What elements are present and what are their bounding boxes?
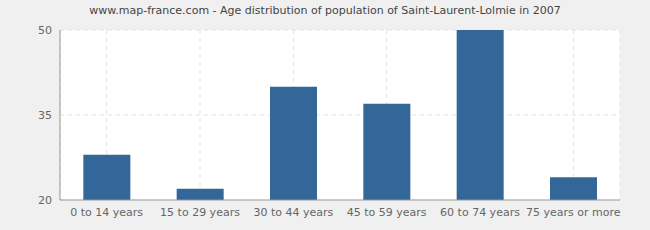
svg-text:45 to 59 years: 45 to 59 years (347, 206, 427, 219)
svg-text:30 to 44 years: 30 to 44 years (253, 206, 333, 219)
html-text:www.map-france.com - Age distr: www.map-france.com - Age distribution of… (89, 4, 561, 17)
svg-text:35: 35 (38, 109, 52, 122)
svg-text:50: 50 (38, 24, 52, 37)
svg-text:0 to 14 years: 0 to 14 years (70, 206, 143, 219)
svg-text:20: 20 (38, 194, 52, 207)
svg-text:15 to 29 years: 15 to 29 years (160, 206, 240, 219)
svg-text:75 years or more: 75 years or more (526, 206, 621, 219)
svg-text:60 to 74 years: 60 to 74 years (440, 206, 520, 219)
